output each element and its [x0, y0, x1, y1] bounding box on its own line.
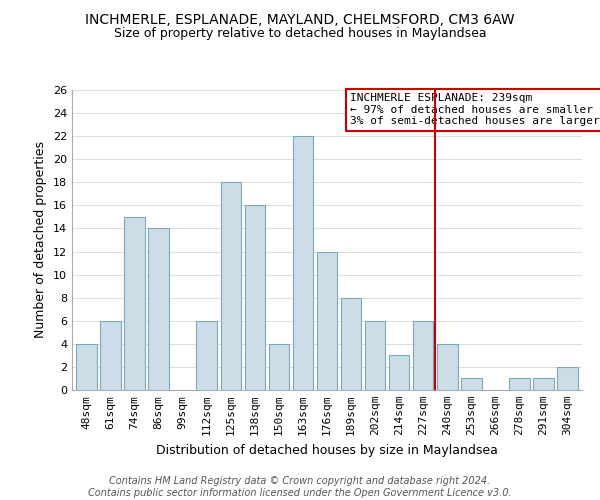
Bar	[100, 321, 121, 390]
Bar	[509, 378, 530, 390]
Bar	[269, 344, 289, 390]
Text: Contains HM Land Registry data © Crown copyright and database right 2024.
Contai: Contains HM Land Registry data © Crown c…	[88, 476, 512, 498]
Bar	[437, 344, 458, 390]
X-axis label: Distribution of detached houses by size in Maylandsea: Distribution of detached houses by size …	[156, 444, 498, 456]
Bar	[196, 321, 217, 390]
Bar	[124, 217, 145, 390]
Bar	[461, 378, 482, 390]
Bar	[413, 321, 433, 390]
Bar	[293, 136, 313, 390]
Bar	[341, 298, 361, 390]
Text: INCHMERLE ESPLANADE: 239sqm
← 97% of detached houses are smaller (143)
3% of sem: INCHMERLE ESPLANADE: 239sqm ← 97% of det…	[350, 93, 600, 126]
Bar	[557, 367, 578, 390]
Bar	[317, 252, 337, 390]
Y-axis label: Number of detached properties: Number of detached properties	[34, 142, 47, 338]
Bar	[245, 206, 265, 390]
Bar	[389, 356, 409, 390]
Bar	[365, 321, 385, 390]
Bar	[148, 228, 169, 390]
Bar	[533, 378, 554, 390]
Bar	[221, 182, 241, 390]
Text: INCHMERLE, ESPLANADE, MAYLAND, CHELMSFORD, CM3 6AW: INCHMERLE, ESPLANADE, MAYLAND, CHELMSFOR…	[85, 12, 515, 26]
Text: Size of property relative to detached houses in Maylandsea: Size of property relative to detached ho…	[113, 28, 487, 40]
Bar	[76, 344, 97, 390]
